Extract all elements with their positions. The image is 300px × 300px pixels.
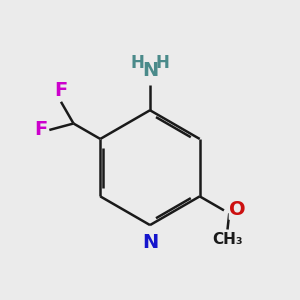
Text: CH₃: CH₃ (212, 232, 243, 247)
Text: H: H (155, 54, 169, 72)
Text: O: O (229, 200, 246, 219)
Text: N: N (142, 61, 158, 80)
Text: N: N (142, 233, 158, 252)
Text: F: F (34, 121, 48, 140)
Text: H: H (131, 54, 145, 72)
Text: F: F (54, 81, 68, 101)
